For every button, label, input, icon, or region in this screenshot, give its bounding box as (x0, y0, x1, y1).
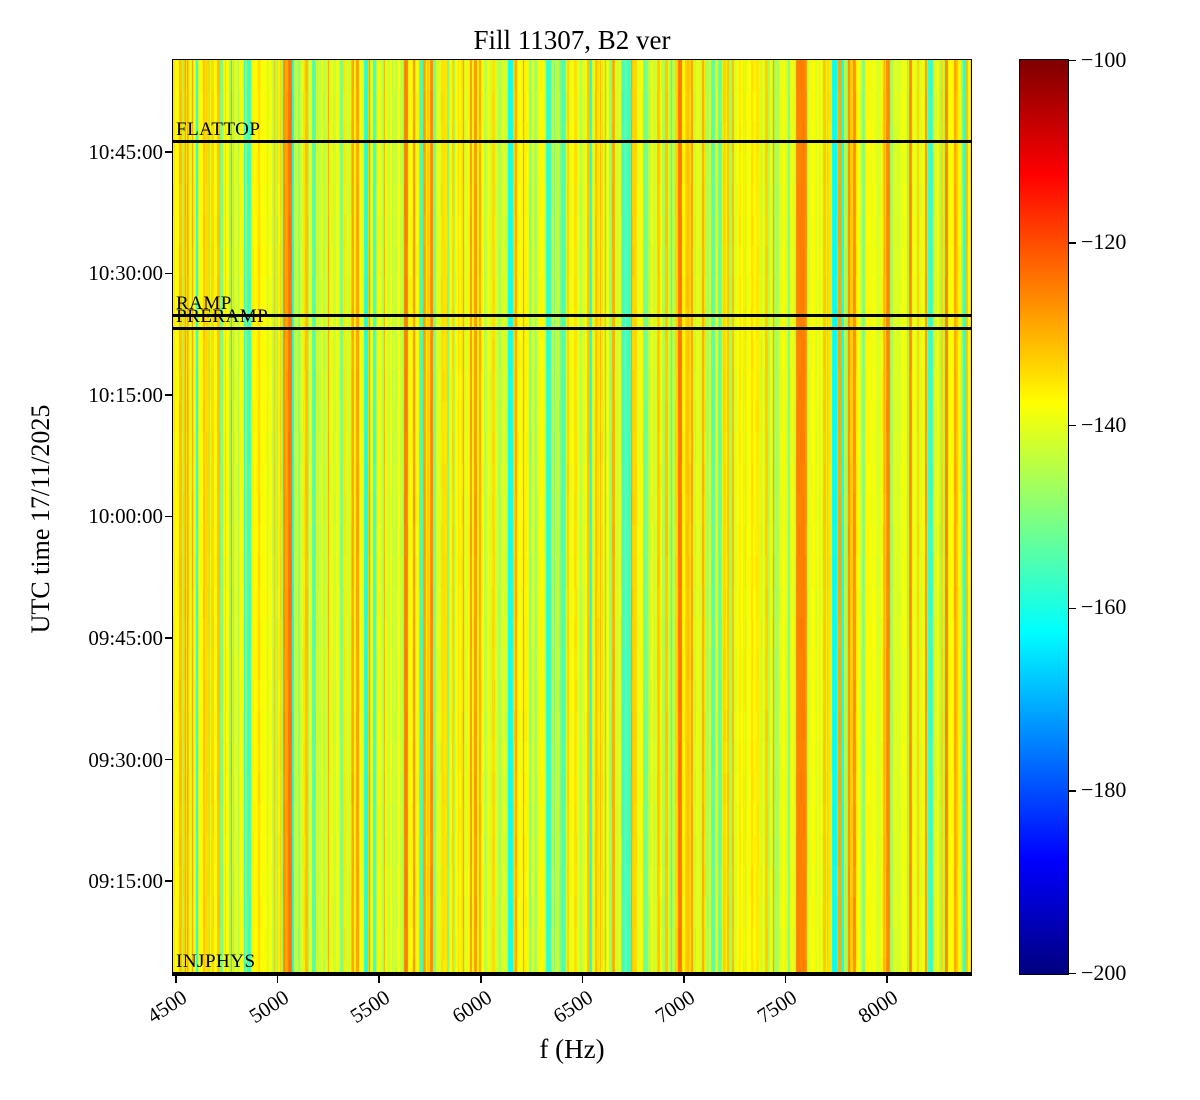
y-tick-label: 10:00:00 (88, 504, 163, 529)
colorbar-tick-mark (1069, 59, 1076, 62)
x-tick-mark (886, 976, 888, 983)
x-tick-mark (581, 976, 584, 983)
x-tick-label: 7500 (752, 985, 801, 1029)
colorbar (1019, 59, 1069, 975)
event-label-flattop: FLATTOP (176, 119, 261, 141)
y-tick-label: 09:45:00 (88, 626, 163, 650)
y-tick-mark (165, 272, 172, 275)
y-tick-label: 09:15:00 (88, 869, 163, 894)
x-tick-mark (480, 976, 482, 983)
y-tick-mark (165, 394, 172, 396)
x-tick-label: 5000 (244, 985, 293, 1029)
colorbar-tick-label: −120 (1081, 229, 1127, 255)
colorbar-tick-mark (1069, 972, 1076, 975)
event-label-preramp: PRERAMP (176, 306, 269, 328)
colorbar-tick-label: −200 (1081, 959, 1127, 985)
x-tick-mark (784, 976, 787, 983)
y-tick-mark (165, 758, 172, 761)
colorbar-tick-label: −100 (1081, 46, 1127, 72)
y-tick-label: 10:15:00 (88, 382, 163, 407)
colorbar-tick-mark (1069, 790, 1076, 792)
y-tick-mark (165, 151, 172, 153)
y-tick-mark (165, 637, 172, 639)
colorbar-tick-mark (1069, 242, 1076, 244)
colorbar-gradient (1020, 60, 1068, 974)
plot-area: FLATTOP RAMP PRERAMP INJPHYS (172, 59, 972, 976)
event-label-ramp: RAMP (176, 293, 232, 315)
colorbar-tick-label: −180 (1081, 776, 1127, 802)
x-tick-mark (378, 976, 380, 983)
x-tick-mark (276, 976, 279, 983)
colorbar-tick-label: −140 (1081, 411, 1127, 437)
x-tick-label: 8000 (853, 985, 903, 1029)
event-line-ramp (173, 314, 971, 318)
event-label-injphys: INJPHYS (176, 950, 256, 972)
y-tick-label: 10:45:00 (88, 139, 163, 164)
spectrogram-heatmap (173, 60, 971, 975)
y-tick-label: 09:30:00 (88, 747, 163, 772)
colorbar-tick-mark (1069, 607, 1076, 610)
x-tick-label: 6000 (447, 985, 496, 1029)
y-tick-mark (165, 880, 172, 882)
colorbar-tick-label: −160 (1081, 594, 1127, 620)
x-tick-label: 4500 (142, 985, 192, 1029)
x-tick-label: 5500 (345, 985, 395, 1029)
x-tick-label: 7000 (650, 985, 700, 1029)
x-tick-mark (683, 976, 685, 983)
x-tick-mark (175, 976, 177, 983)
y-tick-mark (165, 515, 172, 518)
y-tick-label: 10:30:00 (88, 261, 163, 286)
x-tick-label: 6500 (549, 985, 598, 1029)
plot-title: Fill 11307, B2 ver (473, 25, 671, 55)
colorbar-tick-mark (1069, 424, 1076, 427)
event-line-injphys (173, 971, 971, 975)
event-line-preramp (173, 327, 971, 331)
x-axis-label: f (Hz) (539, 1034, 605, 1064)
event-line-flattop (173, 140, 971, 144)
